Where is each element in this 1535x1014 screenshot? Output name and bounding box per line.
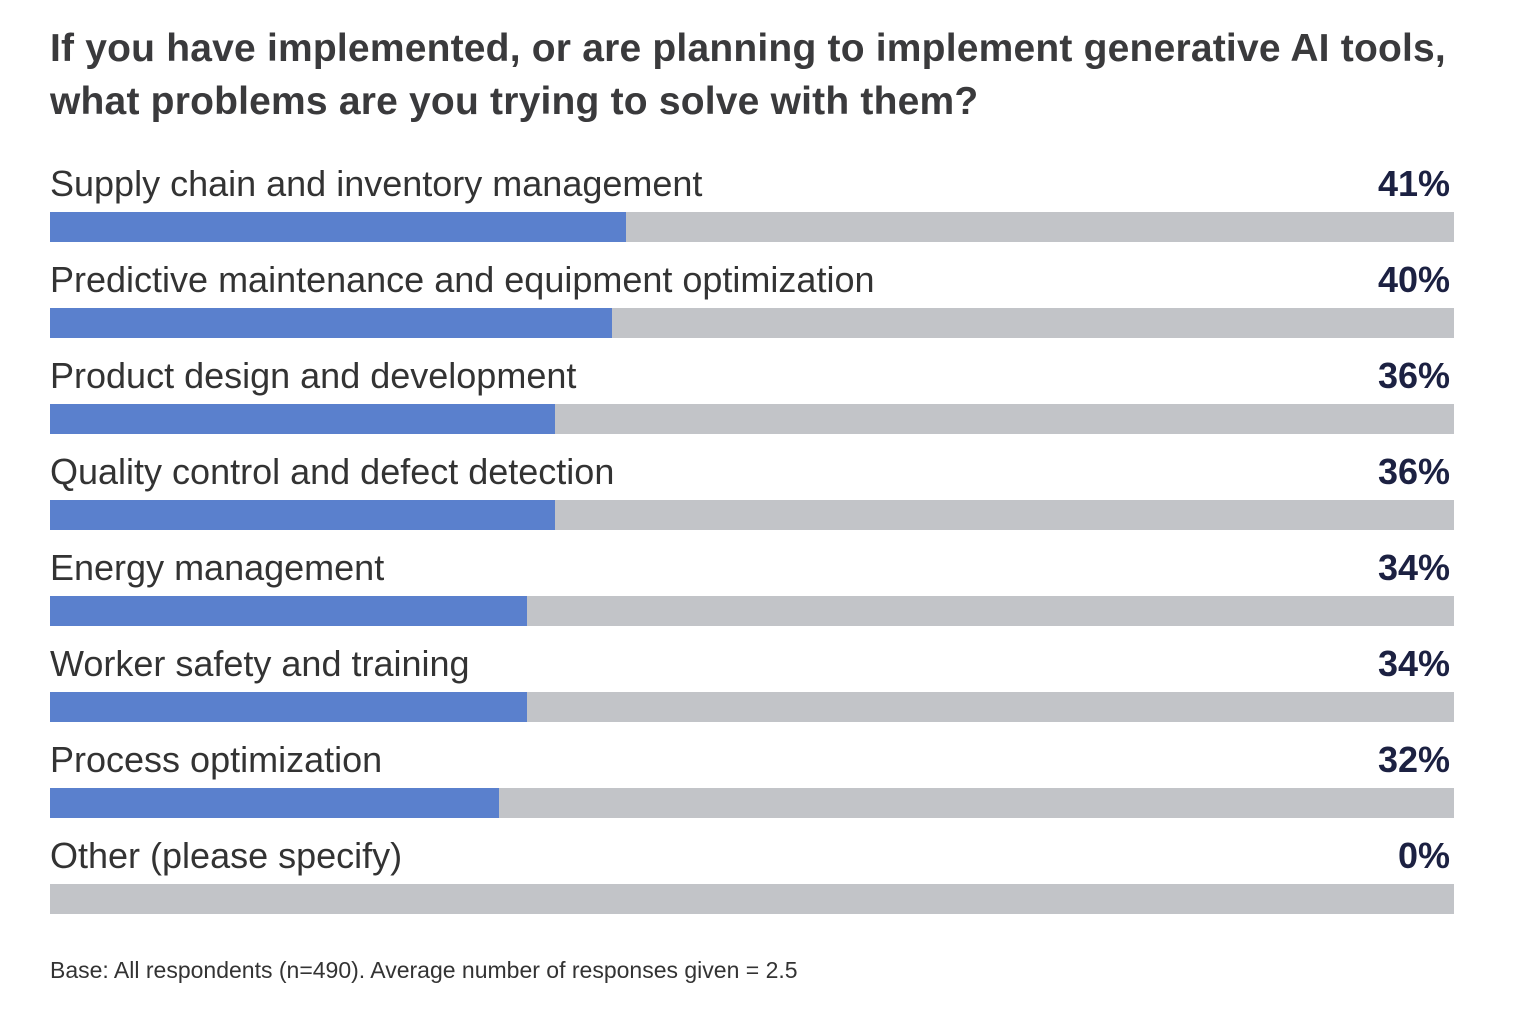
category-label: Worker safety and training — [50, 643, 470, 684]
category-label: Process optimization — [50, 739, 383, 780]
bar-fill — [50, 692, 527, 722]
bar-track — [50, 500, 1454, 530]
chart-title: If you have implemented, or are planning… — [50, 27, 1446, 123]
bar-row: Worker safety and training 34% — [50, 638, 1454, 734]
value-label: 40% — [1377, 259, 1450, 300]
category-label: Supply chain and inventory management — [50, 163, 703, 204]
value-label: 0% — [1397, 835, 1450, 876]
value-label: 34% — [1377, 643, 1450, 684]
value-label: 32% — [1377, 739, 1450, 780]
bar-track — [50, 692, 1454, 722]
chart-footnote: Base: All respondents (n=490). Average n… — [50, 957, 798, 983]
bar-fill — [50, 596, 527, 626]
bar-chart: Supply chain and inventory management 41%… — [50, 158, 1454, 926]
bar-row: Predictive maintenance and equipment opt… — [50, 254, 1454, 350]
bar-fill — [50, 212, 626, 242]
bar-row: Supply chain and inventory management 41% — [50, 158, 1454, 254]
category-label: Quality control and defect detection — [50, 451, 615, 492]
value-label: 41% — [1377, 163, 1450, 204]
category-label: Predictive maintenance and equipment opt… — [50, 259, 875, 300]
bar-row: Energy management 34% — [50, 542, 1454, 638]
bar-row: Quality control and defect detection 36% — [50, 446, 1454, 542]
bar-track — [50, 308, 1454, 338]
bar-track — [50, 884, 1454, 914]
bar-track — [50, 404, 1454, 434]
value-label: 34% — [1377, 547, 1450, 588]
value-label: 36% — [1377, 355, 1450, 396]
bar-row: Process optimization 32% — [50, 734, 1454, 830]
bar-track — [50, 596, 1454, 626]
category-label: Product design and development — [50, 355, 577, 396]
bar-fill — [50, 308, 612, 338]
category-label: Other (please specify) — [50, 835, 403, 876]
category-label: Energy management — [50, 547, 385, 588]
bar-track — [50, 788, 1454, 818]
bar-fill — [50, 500, 555, 530]
value-label: 36% — [1377, 451, 1450, 492]
bar-fill — [50, 404, 555, 434]
bar-fill — [50, 788, 499, 818]
bar-row: Product design and development 36% — [50, 350, 1454, 446]
bar-row: Other (please specify) 0% — [50, 830, 1454, 926]
bar-track — [50, 212, 1454, 242]
